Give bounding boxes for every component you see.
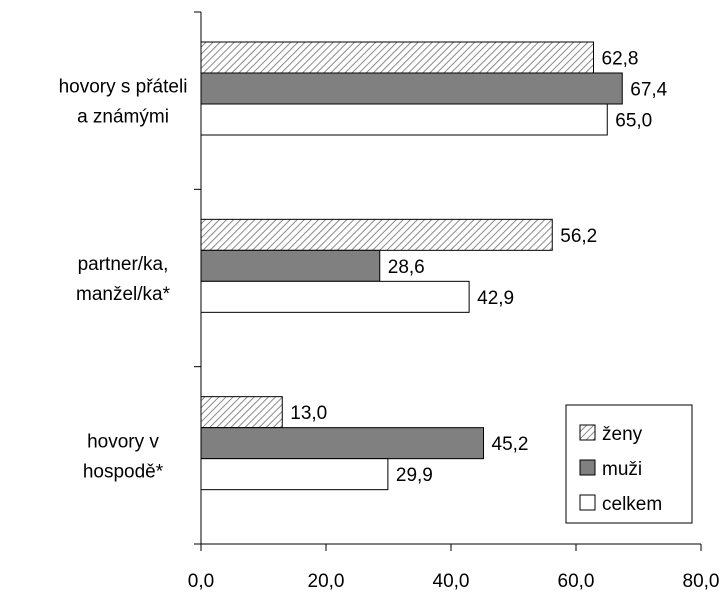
bar-ženy: [200, 396, 283, 429]
bar-muži: [200, 427, 484, 460]
legend: ženy muži celkem: [565, 404, 693, 524]
category-label: hovory s přáteli a známými: [59, 77, 188, 128]
data-label: 28,6: [388, 257, 425, 278]
x-tick-label: 80,0: [683, 571, 720, 592]
category-label: partner/ka, manžel/ka*: [76, 254, 171, 305]
bar-ženy: [200, 218, 553, 251]
bar-celkem: [200, 280, 470, 313]
bar-celkem: [200, 103, 608, 136]
legend-swatch-celkem: [579, 494, 596, 511]
x-tick-label: 60,0: [558, 571, 595, 592]
category-label-line: hospodě*: [83, 461, 164, 482]
bar-muži: [200, 249, 381, 282]
data-label: 29,9: [396, 465, 433, 486]
legend-swatch-ženy: [579, 424, 596, 441]
legend-label: celkem: [602, 494, 662, 515]
category-label-line: hovory s přáteli: [59, 77, 188, 98]
data-label: 13,0: [290, 403, 327, 424]
data-label: 65,0: [615, 111, 652, 132]
legend-swatch-muži: [579, 459, 596, 476]
bar-muži: [200, 72, 623, 105]
category-label-line: partner/ka,: [78, 254, 169, 275]
category-label-line: hovory v: [87, 431, 159, 452]
x-tick-label: 0,0: [188, 571, 214, 592]
x-tick-label: 40,0: [433, 571, 470, 592]
x-tick-label: 20,0: [308, 571, 345, 592]
category-label-line: a známými: [77, 107, 169, 128]
data-label: 62,8: [602, 49, 639, 70]
category-label-line: manžel/ka*: [76, 284, 171, 305]
data-label: 42,9: [477, 288, 514, 309]
legend-label: muži: [602, 459, 642, 480]
data-label: 67,4: [630, 80, 667, 101]
data-label: 45,2: [492, 434, 529, 455]
data-label: 56,2: [560, 226, 597, 247]
bar-celkem: [200, 458, 389, 491]
bar-ženy: [200, 41, 594, 74]
category-label: hovory v hospodě*: [83, 431, 164, 482]
legend-label: ženy: [602, 424, 643, 445]
